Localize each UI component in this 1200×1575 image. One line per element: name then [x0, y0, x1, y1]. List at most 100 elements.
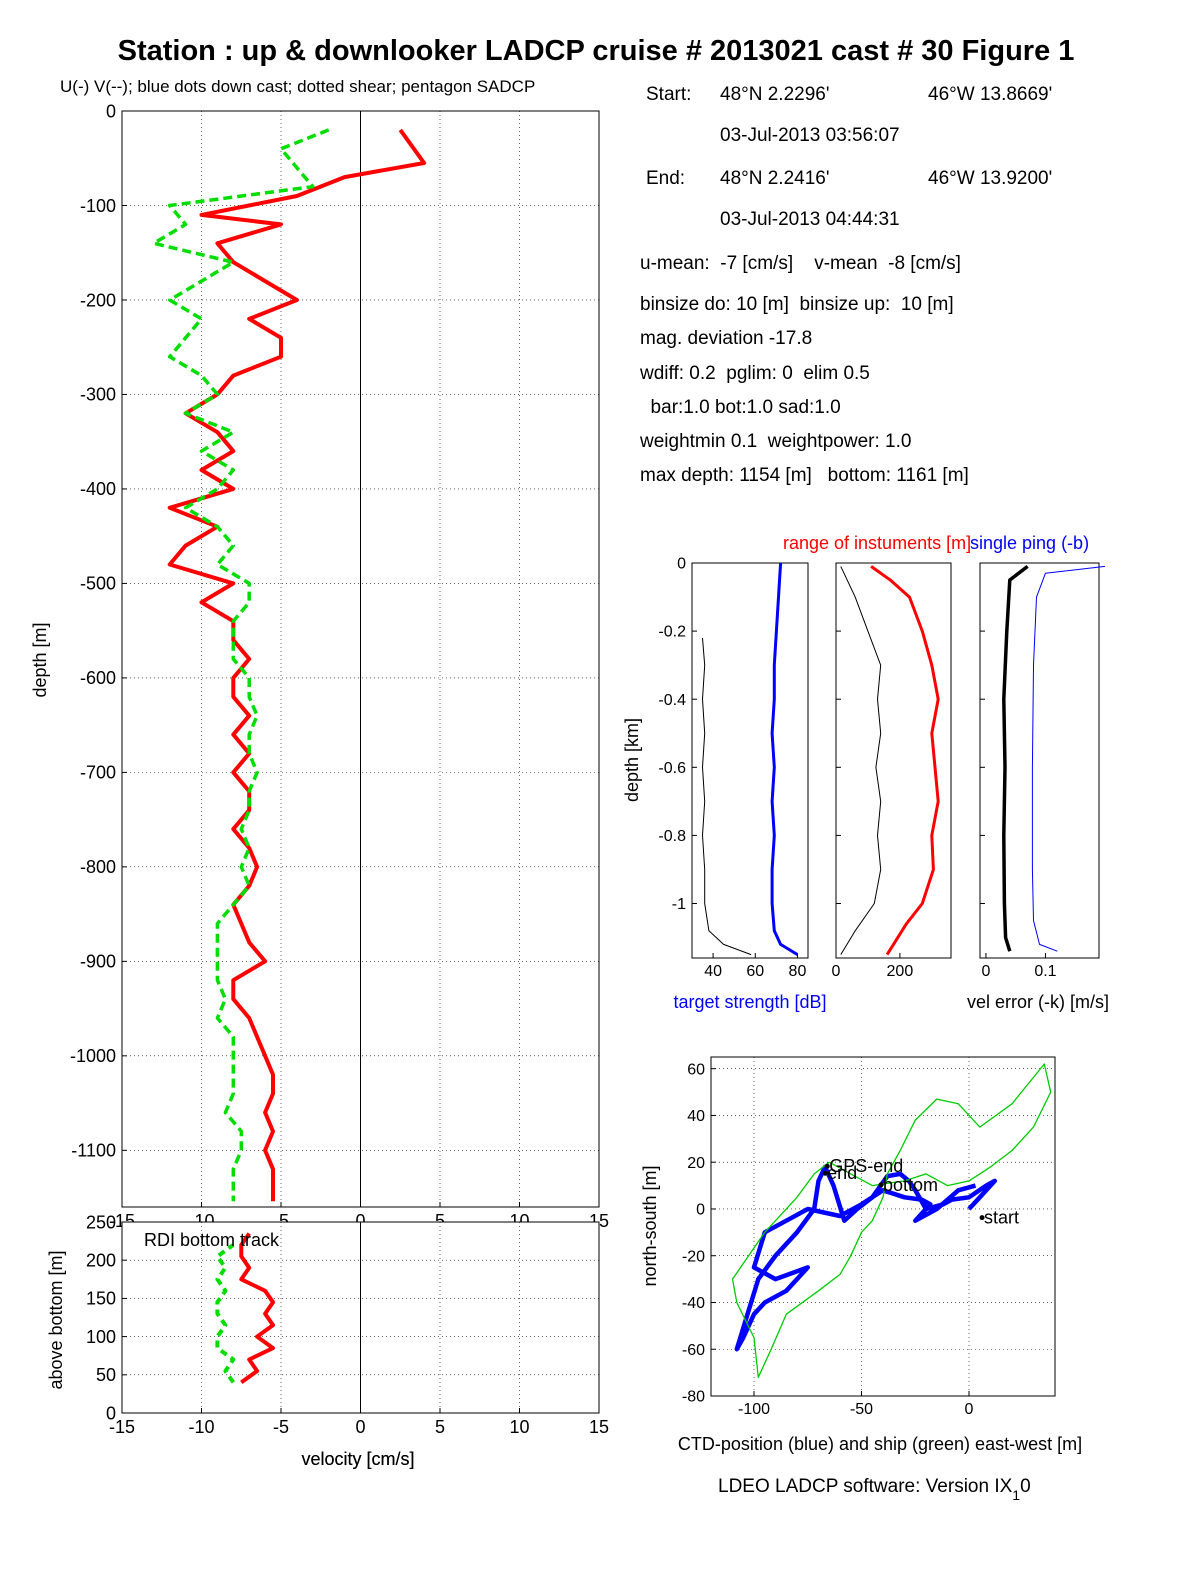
plot-area: [979, 562, 1100, 959]
x-tick-label: -50: [850, 1401, 873, 1418]
x-tick-label: 10: [509, 1417, 529, 1437]
end-lat: 48°N 2.2416': [720, 168, 829, 189]
x-tick-label: 0: [832, 963, 841, 980]
end-time: 03-Jul-2013 04:44:31: [720, 209, 900, 230]
y-tick-label: -80: [682, 1389, 705, 1406]
plot-area: [691, 562, 809, 959]
annotation-label: GPS-end: [829, 1156, 903, 1176]
y-tick-label: -500: [80, 574, 116, 594]
annotation-label: bottom: [883, 1175, 938, 1195]
start-label: Start:: [646, 84, 691, 105]
start-lat: 48°N 2.2296': [720, 84, 829, 105]
annotation-label: end: [827, 1163, 857, 1183]
y-tick-label: 250: [86, 1212, 116, 1232]
x-tick-label: 200: [887, 963, 914, 980]
y-tick-label: -200: [80, 290, 116, 310]
y-axis-label: north-south [m]: [640, 1165, 660, 1286]
y-tick-label: -40: [682, 1295, 705, 1312]
info-line: wdiff: 0.2 pglim: 0 elim 0.5: [639, 363, 870, 384]
target-strength-chart: 40 60 80 0 -0.2 -0.4 -0.6 -0.8 -1 target strength…: [622, 556, 827, 1012]
footer: LDEO LADCP software: Version IX10: [718, 1476, 1031, 1503]
y-tick-label: 100: [86, 1327, 116, 1347]
y-axis-label: depth [m]: [30, 622, 50, 697]
x-axis-label: velocity [cm/s]: [301, 1449, 414, 1469]
x-axis-label: CTD-position (blue) and ship (green) eas…: [678, 1434, 1082, 1454]
instrument-range-chart: 0 200 range of instuments [m]: [783, 533, 971, 980]
x-tick-label: 0: [981, 963, 990, 980]
y-tick-label: -1: [672, 896, 686, 913]
series-line: [239, 1232, 275, 1385]
info-line: u-mean: -7 [cm/s] v-mean -8 [cm/s]: [640, 253, 961, 274]
y-tick-label: -20: [682, 1248, 705, 1265]
start-lon: 46°W 13.8669': [928, 84, 1052, 105]
y-tick-label: 0: [106, 101, 116, 121]
plot-area: [835, 562, 952, 959]
y-tick-label: -600: [80, 668, 116, 688]
info-line: max depth: 1154 [m] bottom: 1161 [m]: [640, 465, 969, 486]
x-tick-label: 40: [704, 963, 722, 980]
x-axis-label: target strength [dB]: [673, 992, 826, 1012]
x-axis-label: vel error (-k) [m/s]: [967, 992, 1109, 1012]
y-tick-label: 40: [687, 1108, 705, 1125]
series-line: [734, 1164, 998, 1352]
x-tick-label: -15: [109, 1417, 135, 1437]
x-tick-label: -10: [188, 1417, 214, 1437]
series-line: [215, 1243, 236, 1384]
start-time: 03-Jul-2013 03:56:07: [720, 125, 900, 146]
x-tick-label: -5: [273, 1417, 289, 1437]
y-tick-label: -100: [80, 196, 116, 216]
footer-tail: 0: [1020, 1476, 1031, 1497]
series-line: [731, 1063, 1052, 1378]
position-chart: -100 -50 0 60 40 20 0 -20 -40 -60 -80 CTD-position …: [640, 1056, 1082, 1454]
x-tick-label: 80: [789, 963, 807, 980]
annotation-marker: [979, 1215, 985, 1221]
x-tick-label: 0.1: [1034, 963, 1056, 980]
info-line: bar:1.0 bot:1.0 sad:1.0: [640, 397, 841, 418]
figure-title: Station : up & downlooker LADCP cruise #…: [118, 35, 1075, 67]
y-tick-label: -0.8: [658, 828, 686, 845]
chart-title: range of instuments [m]: [783, 533, 971, 553]
velocity-profile-chart: -15 -10 -5 0 5 10 150-100-200-300-400-500-600-…: [30, 77, 609, 1469]
series-line: [702, 637, 752, 956]
y-tick-label: -0.2: [658, 624, 686, 641]
y-tick-label: 20: [687, 1155, 705, 1172]
y-tick-label: -1100: [71, 1141, 116, 1161]
y-tick-label: 60: [687, 1061, 705, 1078]
y-axis-label: depth [km]: [622, 718, 642, 802]
y-axis-label: above bottom [m]: [46, 1250, 66, 1389]
y-tick-label: -700: [80, 763, 116, 783]
end-label: End:: [646, 168, 685, 189]
chart-title: single ping (-b): [970, 533, 1089, 553]
annotation-marker: [822, 1170, 828, 1176]
x-tick-label: 5: [435, 1211, 445, 1231]
y-tick-label: 50: [96, 1365, 116, 1385]
info-block: Start: 48°N 2.2296' 46°W 13.8669' 03-Jul…: [639, 84, 1052, 486]
annotation-marker: [878, 1182, 884, 1188]
y-tick-label: 0: [696, 1202, 705, 1219]
y-tick-label: -900: [80, 952, 116, 972]
info-line: weightmin 0.1 weightpower: 1.0: [639, 431, 911, 452]
y-tick-label: -0.6: [658, 760, 686, 777]
y-tick-label: -0.4: [658, 692, 686, 709]
footer-main: LDEO LADCP software: Version IX: [718, 1476, 1013, 1497]
x-tick-label: 0: [355, 1211, 365, 1231]
y-tick-label: 0: [106, 1403, 116, 1423]
series-line: [770, 562, 799, 956]
annotation-label: start: [984, 1208, 1019, 1228]
series-line: [152, 128, 330, 1202]
velocity-error-chart: 0 0.1 vel error (-k) [m/s] single ping (-b): [967, 533, 1109, 1012]
series-line: [870, 565, 940, 956]
annotation-marker: [824, 1163, 830, 1169]
series-line: [1002, 565, 1029, 952]
y-tick-label: -800: [80, 857, 116, 877]
x-axis-label: velocity [cm/s]: [301, 1449, 414, 1469]
x-tick-label: -100: [738, 1401, 770, 1418]
x-tick-label: 15: [589, 1417, 609, 1437]
x-tick-label: 0: [355, 1417, 365, 1437]
chart-title: U(-) V(--); blue dots down cast; dotted …: [60, 77, 535, 96]
series-line: [840, 566, 882, 955]
x-tick-label: 5: [435, 1417, 445, 1437]
x-tick-label: 0: [965, 1401, 974, 1418]
